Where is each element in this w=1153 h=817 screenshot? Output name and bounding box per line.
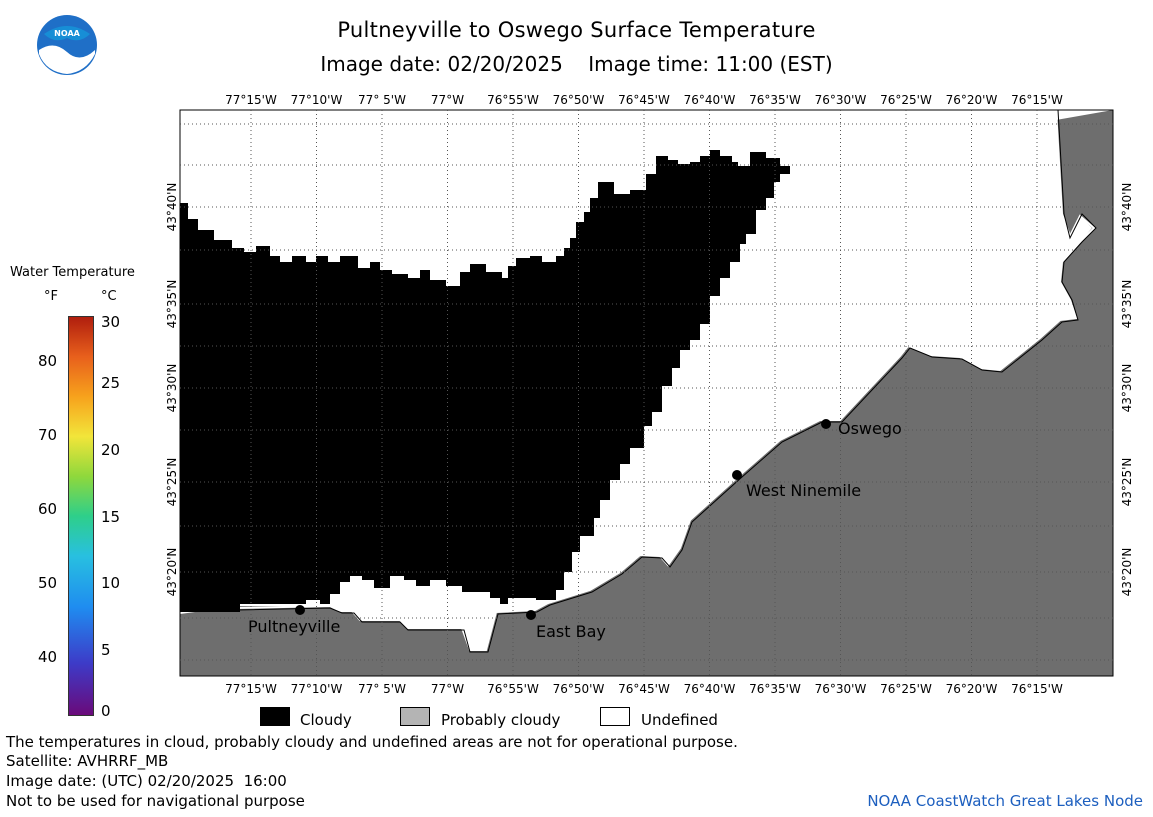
lon-label: 77° 5'W: [358, 682, 406, 696]
lon-label: 76°35'W: [749, 682, 801, 696]
lat-label: 43°25'N: [165, 458, 179, 507]
lon-label: 76°50'W: [553, 93, 605, 107]
lon-label: 76°30'W: [815, 682, 867, 696]
image-date-line: Image date: 02/20/2025 Image time: 11:00…: [320, 52, 833, 76]
logo-text: NOAA: [54, 29, 80, 38]
cloudy-area: [180, 150, 790, 612]
map-frame: [179, 109, 1114, 677]
probably-cloudy-swatch: [400, 707, 430, 726]
unit-celsius: °C: [101, 289, 117, 304]
lat-label: 43°20'N: [1120, 548, 1134, 597]
celsius-tick: 5: [101, 641, 111, 659]
lat-label: 43°40'N: [165, 183, 179, 232]
lat-label: 43°30'N: [165, 364, 179, 413]
lon-labels-top: 77°15'W 77°10'W 77° 5'W 77°W 76°55'W 76°50'W 7…: [225, 93, 1063, 107]
probably-cloudy-label: Probably cloudy: [441, 711, 561, 729]
satellite-note: Satellite: AVHRRF_MB: [6, 752, 169, 770]
place-oswego: Oswego: [821, 419, 902, 438]
undefined-label: Undefined: [641, 711, 718, 729]
fahrenheit-tick: 40: [38, 648, 58, 666]
lat-label: 43°40'N: [1120, 183, 1134, 232]
lon-label: 76°15'W: [1011, 682, 1063, 696]
lon-label: 76°30'W: [815, 93, 867, 107]
navigation-note: Not to be used for navigational purpose: [6, 792, 305, 810]
legend-title: Water Temperature: [10, 265, 135, 280]
celsius-tick: 15: [101, 508, 121, 526]
lon-label: 77°15'W: [225, 93, 277, 107]
lon-label: 77° 5'W: [358, 93, 406, 107]
cloudy-label: Cloudy: [300, 711, 352, 729]
place-label: Oswego: [838, 419, 902, 438]
lat-labels-left: 43°40'N 43°35'N 43°30'N 43°25'N 43°20'N: [165, 183, 179, 597]
lon-label: 76°25'W: [880, 93, 932, 107]
fahrenheit-tick: 50: [38, 574, 58, 592]
lat-label: 43°25'N: [1120, 458, 1134, 507]
place-label: West Ninemile: [746, 481, 861, 500]
lon-label: 76°20'W: [946, 682, 998, 696]
lon-label: 76°45'W: [618, 682, 670, 696]
lat-label: 43°20'N: [165, 548, 179, 597]
lat-label: 43°35'N: [1120, 280, 1134, 329]
celsius-tick: 20: [101, 441, 121, 459]
lon-label: 76°15'W: [1011, 93, 1063, 107]
undefined-swatch: [600, 707, 630, 726]
fahrenheit-tick: 70: [38, 426, 58, 444]
lon-label: 76°50'W: [553, 682, 605, 696]
disclaimer-note: The temperatures in cloud, probably clou…: [6, 733, 738, 751]
lon-labels-bottom: 77°15'W 77°10'W 77° 5'W 77°W 76°55'W 76°50'W 7…: [225, 682, 1063, 696]
celsius-tick: 30: [101, 313, 121, 331]
cloudy-swatch: [260, 707, 290, 726]
utc-date-note: Image date: (UTC) 02/20/2025 16:00: [6, 772, 287, 790]
celsius-tick: 0: [101, 702, 111, 720]
place-label: Pultneyville: [248, 617, 340, 636]
lon-label: 76°25'W: [880, 682, 932, 696]
credit-link[interactable]: NOAA CoastWatch Great Lakes Node: [867, 792, 1143, 810]
place-label: East Bay: [536, 622, 606, 641]
coastline: [235, 109, 1096, 651]
unit-fahrenheit: °F: [44, 289, 58, 304]
place-pultneyville: Pultneyville: [248, 605, 340, 636]
probably-cloudy-area: [180, 110, 1113, 676]
lon-label: 76°20'W: [946, 93, 998, 107]
lon-label: 76°55'W: [487, 682, 539, 696]
lon-label: 76°40'W: [684, 682, 736, 696]
place-east-bay: East Bay: [526, 610, 606, 641]
celsius-tick: 25: [101, 374, 121, 392]
celsius-tick: 10: [101, 574, 121, 592]
lon-label: 77°15'W: [225, 682, 277, 696]
fahrenheit-tick: 60: [38, 500, 58, 518]
lon-label: 76°45'W: [618, 93, 670, 107]
lat-label: 43°35'N: [165, 280, 179, 329]
fahrenheit-tick: 80: [38, 352, 58, 370]
lon-label: 77°W: [431, 93, 464, 107]
lon-label: 76°35'W: [749, 93, 801, 107]
temperature-colorbar: [68, 316, 94, 716]
noaa-logo: NOAA: [36, 14, 98, 76]
lon-label: 76°55'W: [487, 93, 539, 107]
lon-label: 77°W: [431, 682, 464, 696]
lon-label: 77°10'W: [291, 93, 343, 107]
page-title: Pultneyville to Oswego Surface Temperatu…: [337, 18, 816, 42]
lat-labels-right: 43°40'N 43°35'N 43°30'N 43°25'N 43°20'N: [1120, 183, 1134, 597]
lon-label: 77°10'W: [291, 682, 343, 696]
lon-label: 76°40'W: [684, 93, 736, 107]
lat-label: 43°30'N: [1120, 364, 1134, 413]
place-west-ninemile: West Ninemile: [732, 470, 861, 500]
